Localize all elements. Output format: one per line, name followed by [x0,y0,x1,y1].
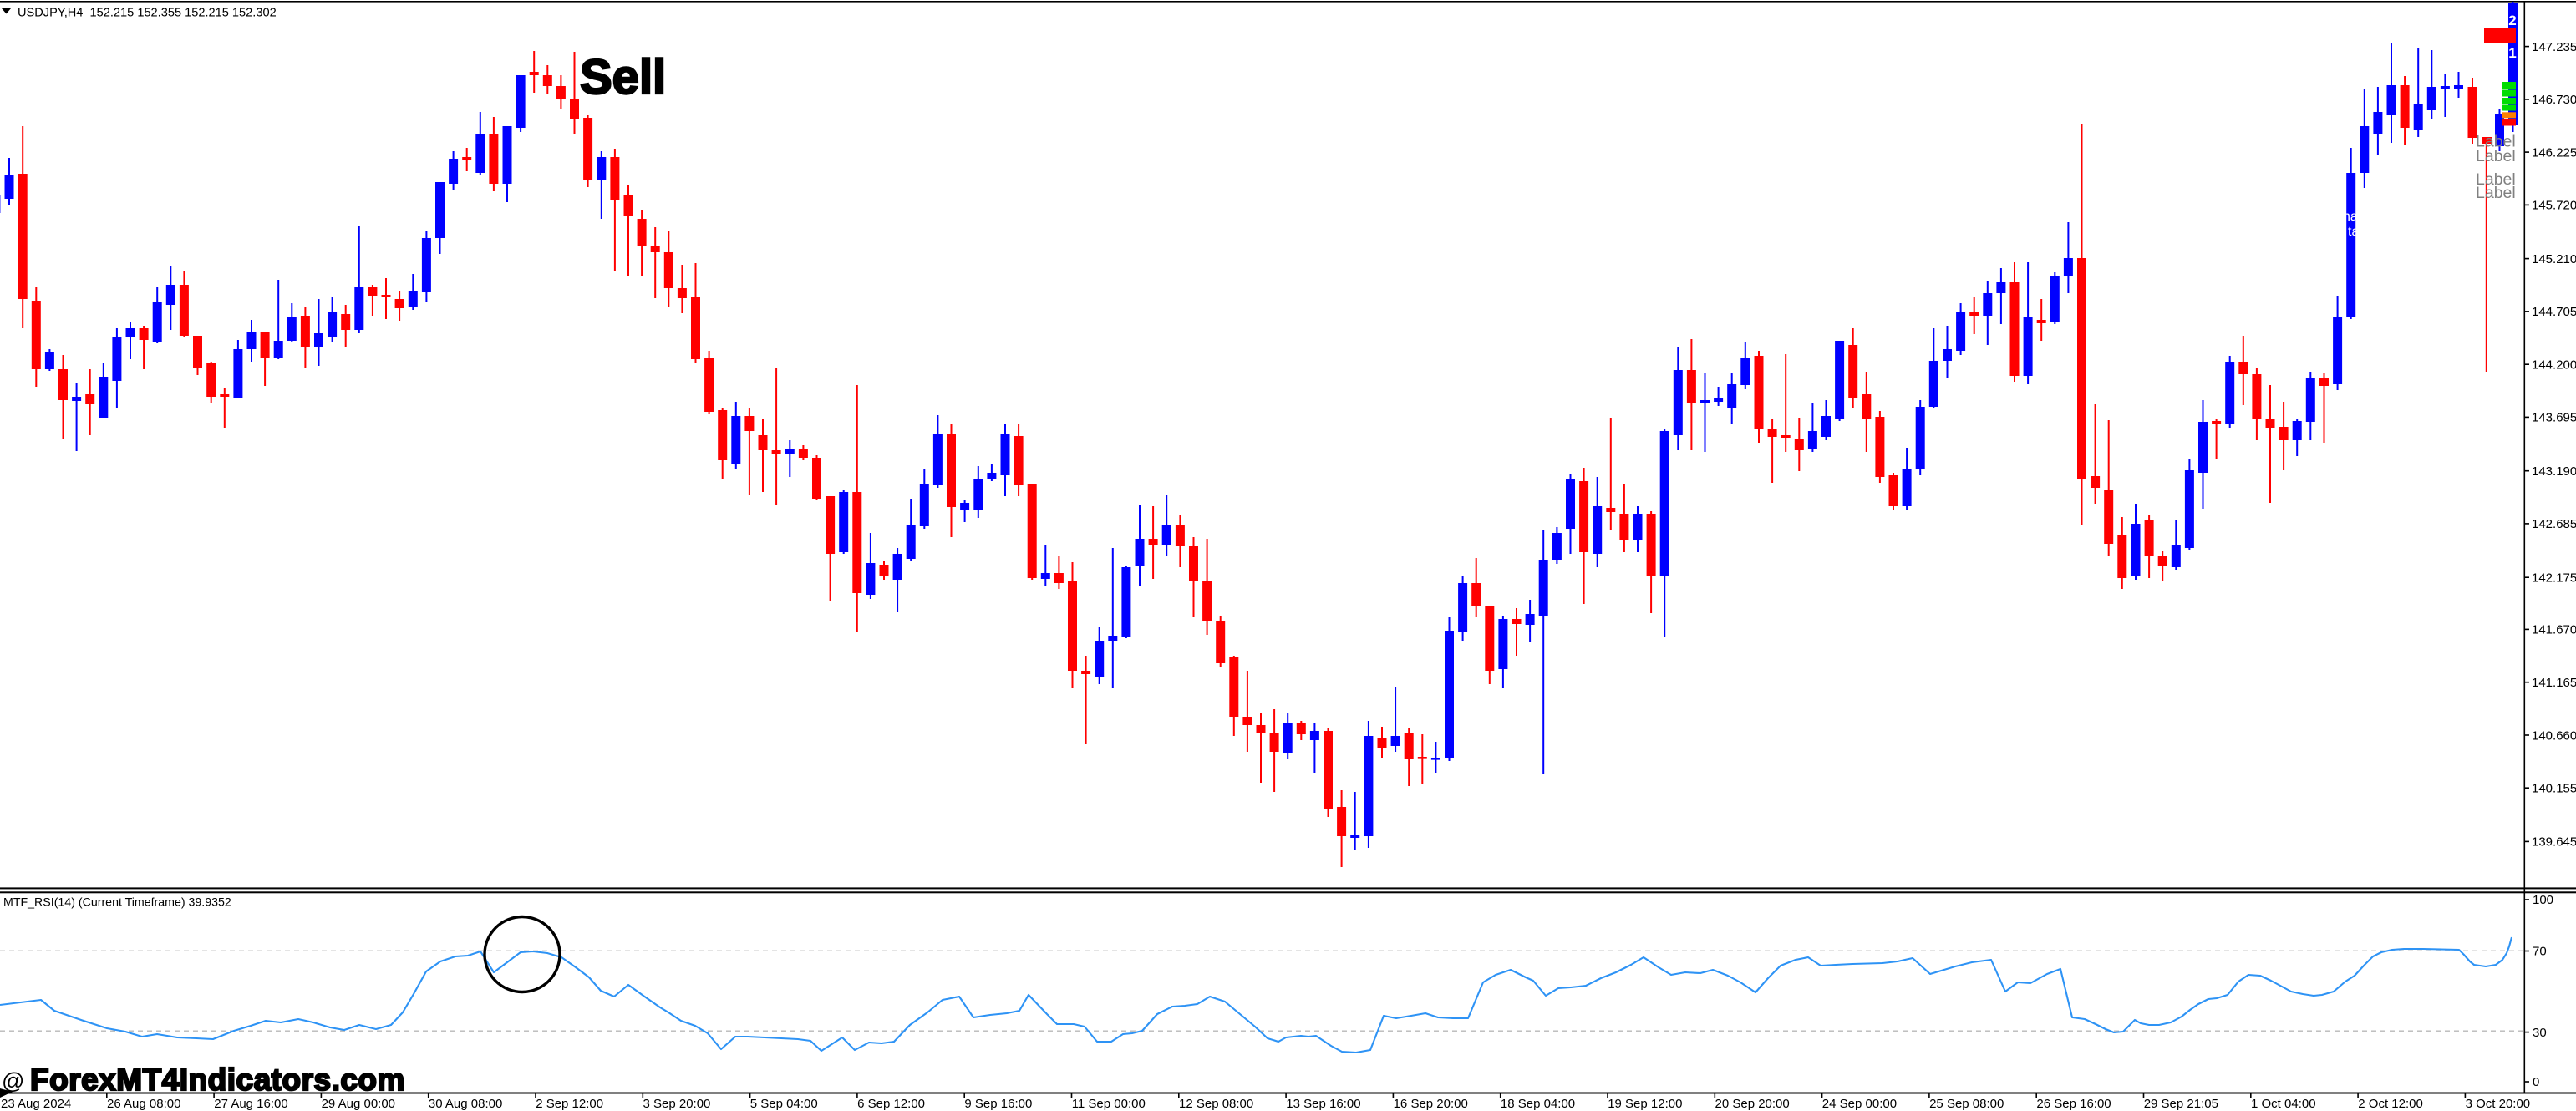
svg-text:ha: ha [2343,210,2358,224]
svg-text:2: 2 [2508,13,2516,28]
svg-text:1: 1 [2508,45,2516,61]
svg-text:3 Oct 20:00: 3 Oct 20:00 [2466,1097,2531,1111]
svg-text:147.235: 147.235 [2532,40,2576,54]
svg-text:142.685: 142.685 [2532,517,2576,531]
svg-text:2 Oct 12:00: 2 Oct 12:00 [2358,1097,2423,1111]
svg-text:26 Sep 16:00: 26 Sep 16:00 [2036,1097,2111,1111]
svg-text:70: 70 [2533,945,2547,959]
svg-text:@: @ [2,1068,24,1093]
svg-text:143.190: 143.190 [2532,464,2576,479]
svg-text:23 Aug 2024: 23 Aug 2024 [1,1097,71,1111]
svg-text:26 Aug 08:00: 26 Aug 08:00 [107,1097,180,1111]
svg-text:141.670: 141.670 [2532,623,2576,637]
svg-text:146.730: 146.730 [2532,93,2576,107]
svg-text:140.155: 140.155 [2532,782,2576,796]
svg-text:0: 0 [2533,1075,2539,1089]
svg-text:139.645: 139.645 [2532,835,2576,850]
svg-text:5 Sep 04:00: 5 Sep 04:00 [750,1097,818,1111]
svg-text:20 Sep 20:00: 20 Sep 20:00 [1715,1097,1790,1111]
svg-text:Label: Label [2476,184,2516,202]
svg-text:146.225: 146.225 [2532,145,2576,160]
svg-text:USDJPY,H4 152.215 152.355 152: USDJPY,H4 152.215 152.355 152.215 152.30… [18,7,277,20]
svg-text:Sell: Sell [580,50,666,104]
svg-text:30 Aug 08:00: 30 Aug 08:00 [429,1097,502,1111]
svg-text:Label: Label [2476,147,2516,165]
svg-text:19 Sep 12:00: 19 Sep 12:00 [1608,1097,1682,1111]
svg-text:9 Sep 16:00: 9 Sep 16:00 [964,1097,1032,1111]
svg-text:140.660: 140.660 [2532,728,2576,743]
svg-text:11 Sep 00:00: 11 Sep 00:00 [1072,1097,1146,1111]
svg-text:2 Sep 12:00: 2 Sep 12:00 [536,1097,603,1111]
svg-text:27 Aug 16:00: 27 Aug 16:00 [214,1097,287,1111]
svg-text:30: 30 [2533,1026,2547,1040]
svg-text:145.720: 145.720 [2532,199,2576,213]
svg-text:29 Aug 00:00: 29 Aug 00:00 [322,1097,395,1111]
svg-text:3 Sep 20:00: 3 Sep 20:00 [643,1097,711,1111]
svg-text:ForexMT4Indicators.com: ForexMT4Indicators.com [30,1063,405,1097]
svg-text:MTF_RSI(14) (Current Timeframe: MTF_RSI(14) (Current Timeframe) 39.9352 [3,896,231,910]
svg-text:145.210: 145.210 [2532,252,2576,266]
svg-text:12 Sep 08:00: 12 Sep 08:00 [1179,1097,1253,1111]
svg-text:144.705: 144.705 [2532,305,2576,319]
svg-text:142.175: 142.175 [2532,571,2576,586]
svg-text:100: 100 [2533,893,2553,907]
svg-text:25 Sep 08:00: 25 Sep 08:00 [1929,1097,2004,1111]
svg-text:143.695: 143.695 [2532,411,2576,425]
svg-text:16 Sep 20:00: 16 Sep 20:00 [1394,1097,1468,1111]
svg-text:144.200: 144.200 [2532,358,2576,373]
svg-text:1 Oct 04:00: 1 Oct 04:00 [2251,1097,2316,1111]
svg-text:6 Sep 12:00: 6 Sep 12:00 [857,1097,925,1111]
svg-text:ta: ta [2348,225,2359,239]
svg-text:24 Sep 00:00: 24 Sep 00:00 [1822,1097,1897,1111]
svg-text:13 Sep 16:00: 13 Sep 16:00 [1286,1097,1360,1111]
svg-text:Label: Label [2476,133,2516,151]
svg-text:29 Sep 21:05: 29 Sep 21:05 [2144,1097,2218,1111]
svg-text:141.165: 141.165 [2532,676,2576,690]
svg-text:Label: Label [2476,170,2516,189]
svg-text:18 Sep 04:00: 18 Sep 04:00 [1501,1097,1575,1111]
